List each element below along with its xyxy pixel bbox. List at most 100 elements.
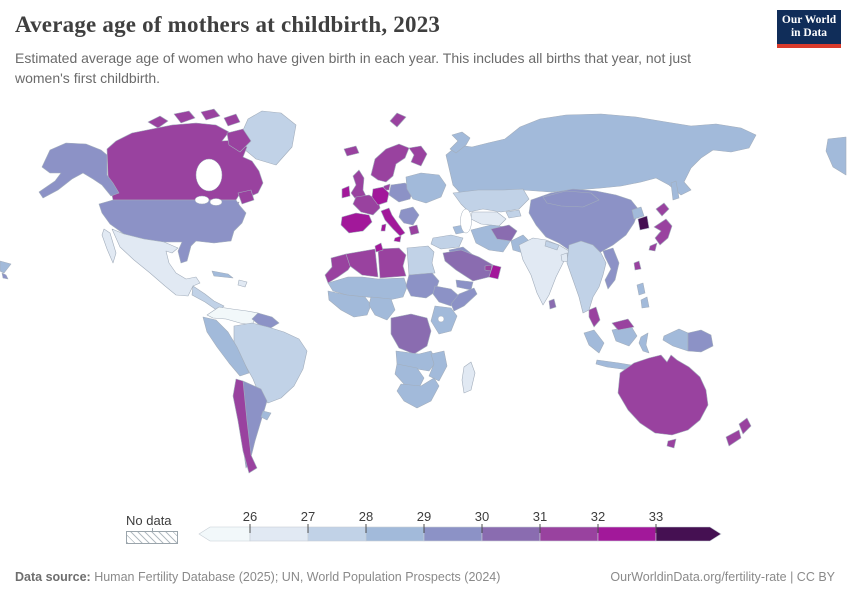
- country-uzbekistan-turkmenistan[interactable]: [470, 211, 507, 227]
- legend-bin-2[interactable]: [307, 526, 367, 542]
- country-sardinia[interactable]: [380, 223, 387, 232]
- legend-bin-7[interactable]: [597, 526, 657, 542]
- country-se-asia-mainland[interactable]: [566, 240, 607, 314]
- country-balkans[interactable]: [398, 206, 420, 226]
- legend-no-data-swatch[interactable]: [126, 531, 178, 544]
- country-oman[interactable]: [488, 264, 502, 280]
- country-nepal[interactable]: [544, 240, 560, 251]
- country-philippines-north[interactable]: [636, 282, 646, 296]
- country-west-new-guinea[interactable]: [662, 328, 689, 352]
- country-canada-arctic-4[interactable]: [223, 113, 241, 127]
- country-cuba[interactable]: [211, 270, 234, 279]
- country-canada-arctic-2[interactable]: [173, 110, 196, 124]
- country-canada-arctic-1[interactable]: [147, 115, 169, 129]
- country-ireland[interactable]: [341, 185, 351, 199]
- country-uruguay[interactable]: [260, 410, 272, 421]
- country-sri-lanka[interactable]: [548, 298, 557, 310]
- country-vietnam[interactable]: [602, 247, 620, 290]
- country-libya[interactable]: [377, 247, 407, 279]
- country-usa[interactable]: [98, 199, 247, 264]
- country-novaya-zemlya[interactable]: [449, 131, 471, 154]
- country-sulawesi[interactable]: [638, 332, 650, 354]
- legend-bin-6[interactable]: [539, 526, 599, 542]
- legend-bin-0[interactable]: [198, 526, 251, 542]
- country-nigeria-cameroon[interactable]: [368, 296, 396, 321]
- country-sicily[interactable]: [393, 235, 402, 243]
- country-somalia[interactable]: [450, 287, 478, 312]
- country-bangladesh[interactable]: [560, 252, 569, 263]
- country-russia-east[interactable]: [825, 136, 847, 176]
- country-mongolia[interactable]: [542, 190, 600, 208]
- country-japan-kyushu[interactable]: [648, 242, 658, 252]
- country-india[interactable]: [518, 237, 570, 306]
- country-nz-south[interactable]: [725, 429, 742, 447]
- country-kyrgyzstan-tajikistan[interactable]: [505, 209, 522, 219]
- country-malaysia-peninsula[interactable]: [588, 306, 601, 328]
- country-alaska[interactable]: [38, 142, 120, 199]
- country-canada-arctic-3[interactable]: [200, 108, 221, 121]
- country-malaysia-borneo[interactable]: [611, 318, 635, 331]
- country-uae[interactable]: [484, 264, 493, 272]
- country-baja[interactable]: [101, 228, 117, 264]
- legend-bin-5[interactable]: [481, 526, 541, 542]
- country-greece[interactable]: [408, 224, 420, 236]
- country-sumatra[interactable]: [583, 329, 605, 354]
- country-norway-sweden[interactable]: [370, 143, 410, 183]
- country-iceland[interactable]: [343, 145, 360, 157]
- country-taiwan[interactable]: [633, 260, 642, 271]
- country-south-korea[interactable]: [637, 215, 650, 231]
- country-ukraine[interactable]: [405, 172, 447, 204]
- country-germany[interactable]: [371, 186, 390, 206]
- country-japan-honshu[interactable]: [653, 218, 673, 246]
- country-nz-north[interactable]: [738, 417, 752, 435]
- country-hispaniola[interactable]: [237, 279, 248, 288]
- country-hawaii[interactable]: [1, 272, 9, 280]
- country-italy[interactable]: [380, 207, 406, 237]
- country-saudi-arabia[interactable]: [442, 249, 494, 282]
- country-yemen[interactable]: [455, 279, 474, 291]
- country-spain-portugal[interactable]: [340, 212, 373, 234]
- country-france[interactable]: [352, 194, 381, 216]
- legend-bin-8[interactable]: [655, 526, 722, 542]
- country-papua-new-guinea[interactable]: [687, 329, 714, 353]
- country-canada-newfoundland[interactable]: [237, 189, 255, 205]
- country-java[interactable]: [595, 359, 632, 371]
- country-madagascar[interactable]: [461, 361, 476, 394]
- country-algeria[interactable]: [345, 248, 379, 278]
- country-japan-hokkaido[interactable]: [655, 202, 670, 217]
- country-russia-wrap[interactable]: [0, 260, 12, 274]
- owid-logo-text: Our World in Data: [777, 10, 841, 44]
- country-afghanistan[interactable]: [490, 224, 518, 242]
- owid-logo[interactable]: Our World in Data: [777, 10, 841, 48]
- legend-bin-4[interactable]: [423, 526, 483, 542]
- country-sakhalin[interactable]: [670, 180, 680, 201]
- country-turkey[interactable]: [430, 234, 464, 250]
- country-west-africa[interactable]: [327, 290, 372, 318]
- country-svalbard[interactable]: [389, 112, 407, 128]
- footer-credit-link[interactable]: OurWorldinData.org/fertility-rate | CC B…: [610, 570, 835, 584]
- country-north-korea[interactable]: [631, 206, 645, 220]
- country-tasmania[interactable]: [666, 438, 677, 449]
- page-title: Average age of mothers at childbirth, 20…: [15, 12, 441, 37]
- country-ethiopia[interactable]: [432, 285, 460, 307]
- country-peru[interactable]: [202, 316, 250, 377]
- country-greenland[interactable]: [239, 110, 297, 166]
- country-chile[interactable]: [232, 378, 258, 474]
- country-sudan[interactable]: [405, 272, 440, 299]
- country-egypt[interactable]: [406, 245, 436, 276]
- legend-bin-3[interactable]: [365, 526, 425, 542]
- country-mozambique-zimbabwe[interactable]: [428, 350, 448, 382]
- country-australia[interactable]: [617, 354, 709, 436]
- footer-source: Data source: Human Fertility Database (2…: [15, 570, 500, 584]
- country-kazakhstan[interactable]: [452, 188, 530, 213]
- legend-bin-1[interactable]: [249, 526, 309, 542]
- country-finland[interactable]: [408, 145, 428, 167]
- country-china[interactable]: [528, 188, 640, 256]
- country-philippines-south[interactable]: [640, 296, 650, 309]
- country-south-africa[interactable]: [396, 377, 440, 409]
- country-dr-congo[interactable]: [390, 313, 432, 355]
- country-tunisia[interactable]: [374, 242, 384, 253]
- country-russia[interactable]: [445, 113, 757, 201]
- country-canada-baffin[interactable]: [226, 128, 252, 153]
- country-mexico[interactable]: [111, 228, 201, 297]
